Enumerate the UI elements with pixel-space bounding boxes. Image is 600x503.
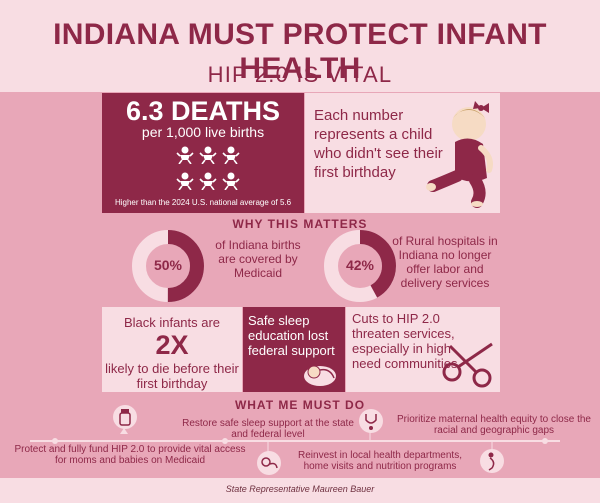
crawling-baby-illustration (426, 101, 493, 208)
black-infants-value: 2X (155, 330, 189, 360)
actions-heading: WHAT ME MUST DO (234, 398, 366, 412)
safe-sleep-text: Safe sleep education lost federal suppor… (248, 313, 335, 358)
footer-credit: State Representative Maureen Bauer (225, 484, 375, 494)
page-subtitle: HIP 2.0 IS VITAL (207, 62, 393, 87)
stethoscope-icon (359, 409, 383, 433)
black-infants-panel (102, 307, 242, 392)
medicine-bottle-icon (113, 405, 137, 429)
baby-icon (199, 172, 217, 190)
rural-percent: 42% (345, 257, 375, 273)
sleeping-baby-icon (257, 451, 281, 475)
footer-bar (0, 478, 600, 503)
action-protect-hip: Protect and fully fund HIP 2.0 to provid… (14, 444, 246, 466)
baby-icon (222, 172, 240, 190)
rural-text: of Rural hospitals in Indiana no longer … (392, 234, 498, 290)
medicaid-percent: 50% (153, 257, 183, 273)
why-heading: WHY THIS MATTERS (232, 217, 368, 231)
scissors-icon (442, 342, 493, 388)
medicaid-ring-chart (132, 230, 204, 302)
baby-icon (176, 172, 194, 190)
action-equity: Prioritize maternal health equity to clo… (397, 414, 591, 436)
pregnant-mother-icon (480, 449, 504, 473)
page-title: INDIANA MUST PROTECT INFANT HEALTH (53, 18, 547, 85)
baby-icon (222, 146, 240, 164)
black-infants-top: Black infants are (123, 315, 221, 330)
black-infants-bottom: likely to die before their first birthda… (105, 361, 239, 391)
stat-note: Higher than the 2024 U.S. national avera… (114, 198, 292, 207)
represents-text: Each number represents a child who didn'… (314, 107, 443, 181)
action-reinvest-health: Reinvest in local health departments, ho… (298, 450, 462, 472)
baby-icon (199, 146, 217, 164)
action-restore-sleep: Restore safe sleep support at the state … (182, 418, 354, 440)
header-banner (0, 0, 600, 92)
rural-hospitals-ring-chart (324, 230, 396, 302)
baby-icon (176, 146, 194, 164)
stat-unit: per 1,000 live births (141, 124, 265, 140)
stat-value: 6.3 DEATHS (125, 96, 281, 126)
medicaid-text: of Indiana births are covered by Medicai… (215, 238, 301, 280)
infant-death-stat-panel (102, 93, 304, 213)
sleeping-baby-icon (304, 365, 336, 386)
cuts-text: Cuts to HIP 2.0 threaten services, espec… (352, 311, 458, 371)
